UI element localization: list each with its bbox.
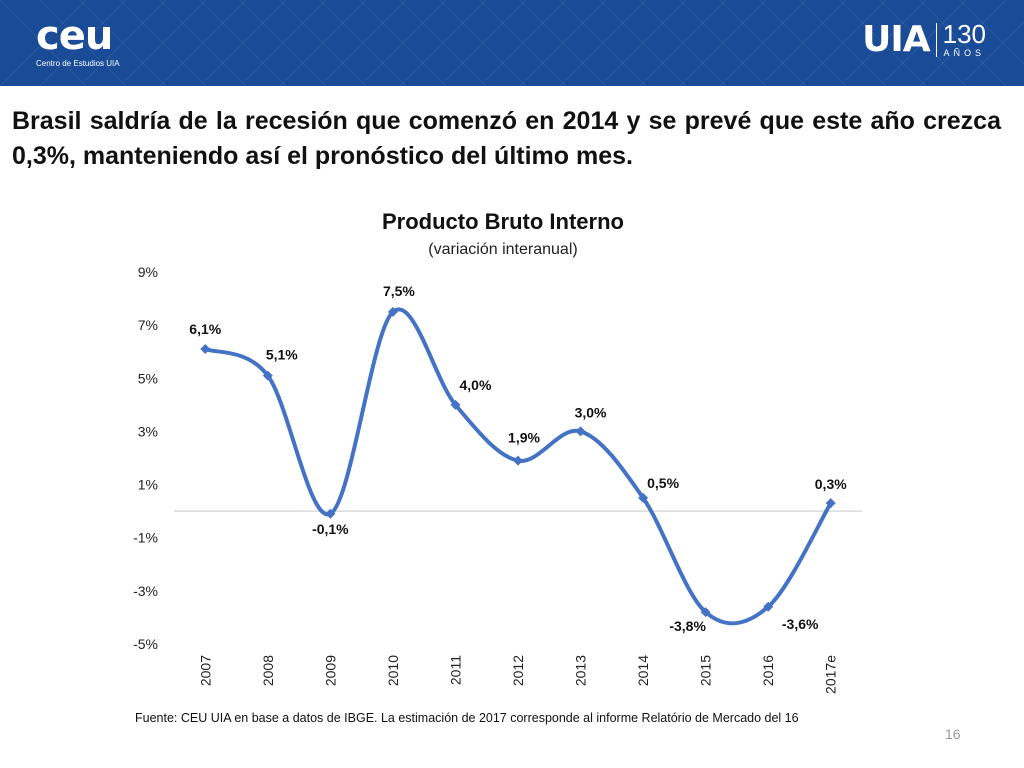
data-point-marker [200, 344, 211, 355]
y-tick-label: 9% [138, 264, 158, 280]
data-point-marker [575, 426, 586, 437]
x-tick-label: 2010 [385, 655, 401, 686]
data-point-marker [262, 370, 273, 381]
header-banner: ceu Centro de Estudios UIA UIA 130 AÑOS [0, 0, 1024, 86]
data-label: -0,1% [312, 521, 349, 537]
y-tick-label: 1% [138, 477, 158, 493]
y-tick-label: 7% [138, 317, 158, 333]
chart-title: Producto Bruto Interno [382, 209, 624, 234]
x-tick-label: 2012 [510, 655, 526, 686]
data-label: 7,5% [383, 283, 415, 299]
data-label: 1,9% [508, 430, 540, 446]
x-tick-label: 2016 [760, 655, 776, 686]
data-labels: 6,1% 5,1% -0,1% 7,5% 4,0% 1,9% 3,0% 0,5% -3,8% -3… [189, 283, 847, 634]
data-point-marker [513, 455, 523, 466]
x-tick-label: 2011 [447, 655, 463, 685]
x-tick-label: 2008 [260, 655, 276, 686]
data-label: 6,1% [189, 321, 221, 337]
x-axis: 2007 2008 2009 2010 2011 2012 2013 2014 2015 2016… [197, 655, 838, 694]
x-tick-label: 2015 [698, 655, 714, 686]
anniversary-badge: 130 AÑOS [943, 21, 986, 59]
data-label: 3,0% [575, 404, 607, 420]
y-tick-label: -3% [133, 583, 158, 599]
data-label: 5,1% [266, 347, 298, 363]
source-note: Fuente: CEU UIA en base a datos de IBGE.… [135, 711, 799, 725]
x-tick-label: 2013 [573, 655, 589, 686]
anniversary-number: 130 [942, 19, 986, 49]
data-point-marker [387, 306, 398, 317]
anniversary-label: AÑOS [943, 48, 986, 58]
data-label: -3,8% [669, 618, 706, 634]
y-tick-label: -5% [133, 636, 158, 652]
x-tick-label: 2009 [322, 655, 338, 686]
data-label: -3,6% [782, 616, 819, 632]
y-tick-label: 3% [138, 423, 158, 439]
data-point-marker [763, 601, 774, 612]
slide-headline: Brasil saldría de la recesión que comenz… [12, 107, 1001, 170]
x-tick-label: 2014 [635, 655, 651, 686]
data-point-marker [450, 399, 461, 410]
data-point-marker [700, 607, 711, 618]
y-tick-label: 5% [138, 370, 158, 386]
data-label: 4,0% [459, 377, 491, 393]
y-axis: 9% 7% 5% 3% 1% -1% -3% -5% [133, 264, 158, 652]
data-point-marker [325, 508, 336, 519]
data-markers [200, 306, 836, 618]
x-tick-label: 2007 [197, 655, 213, 686]
ceu-wordmark: ceu [36, 13, 113, 59]
y-tick-label: -1% [133, 530, 158, 546]
data-label: 0,5% [647, 475, 679, 491]
header-pattern [0, 0, 1024, 86]
data-label: 0,3% [815, 476, 847, 492]
ceu-logo[interactable]: ceu Centro de Estudios UIA [36, 16, 120, 69]
x-tick-label: 2017e [823, 655, 839, 694]
gdp-series-line [203, 307, 833, 626]
chart-subtitle: (variación interanual) [428, 241, 577, 258]
page-number: 16 [945, 726, 961, 742]
uia-130-logo[interactable]: UIA 130 AÑOS [862, 18, 986, 62]
logo-separator [935, 23, 937, 57]
data-point-marker [825, 498, 836, 509]
ceu-subtitle: Centro de Estudios UIA [36, 59, 120, 68]
data-point-marker [638, 492, 649, 503]
uia-wordmark: UIA [862, 19, 930, 60]
